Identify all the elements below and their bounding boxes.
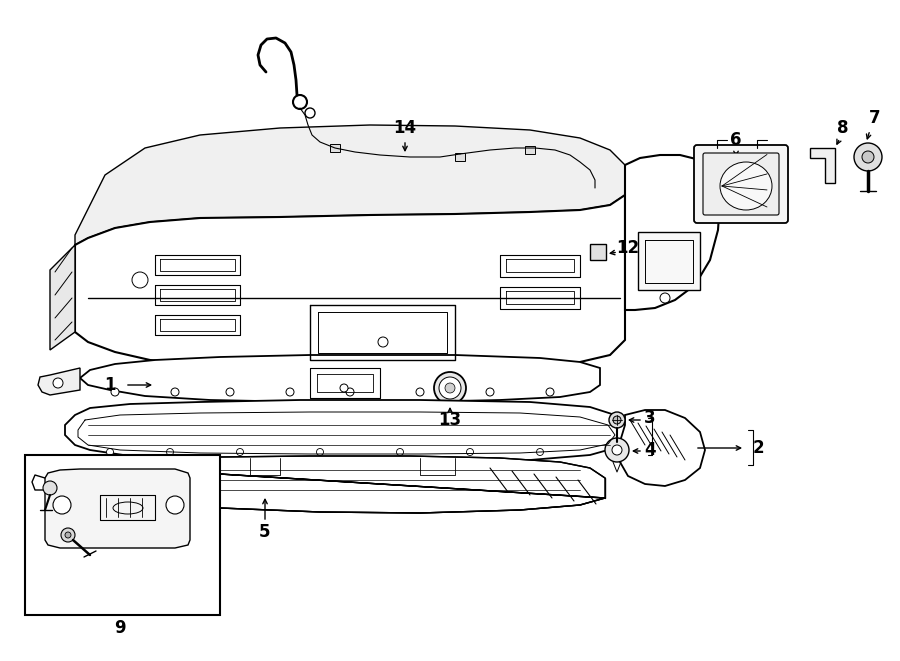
Circle shape xyxy=(106,449,113,455)
Circle shape xyxy=(111,388,119,396)
Circle shape xyxy=(439,377,461,399)
Bar xyxy=(525,146,535,154)
Text: 2: 2 xyxy=(752,439,764,457)
Text: 14: 14 xyxy=(393,119,417,137)
Text: 12: 12 xyxy=(616,239,640,257)
Circle shape xyxy=(65,532,71,538)
Text: 9: 9 xyxy=(114,619,126,637)
Circle shape xyxy=(854,143,882,171)
Polygon shape xyxy=(625,155,720,310)
Circle shape xyxy=(346,388,354,396)
Text: 8: 8 xyxy=(837,119,849,137)
Circle shape xyxy=(378,337,388,347)
Polygon shape xyxy=(80,355,600,402)
Text: 6: 6 xyxy=(730,131,742,149)
Bar xyxy=(25,455,220,615)
Circle shape xyxy=(416,388,424,396)
Circle shape xyxy=(171,388,179,396)
Circle shape xyxy=(53,378,63,388)
Circle shape xyxy=(43,481,57,495)
Polygon shape xyxy=(618,410,705,486)
Circle shape xyxy=(445,383,455,393)
Polygon shape xyxy=(75,125,625,245)
Text: 3: 3 xyxy=(644,409,656,427)
Circle shape xyxy=(613,416,621,424)
Bar xyxy=(590,244,606,260)
Text: 13: 13 xyxy=(438,411,462,429)
Circle shape xyxy=(605,438,629,462)
Bar xyxy=(455,153,465,161)
Circle shape xyxy=(609,412,625,428)
Text: 4: 4 xyxy=(644,441,656,459)
Polygon shape xyxy=(38,368,80,395)
Polygon shape xyxy=(638,232,700,290)
FancyBboxPatch shape xyxy=(703,153,779,215)
Polygon shape xyxy=(45,469,190,548)
FancyBboxPatch shape xyxy=(694,145,788,223)
Circle shape xyxy=(862,151,874,163)
Polygon shape xyxy=(65,400,625,462)
Ellipse shape xyxy=(720,162,772,210)
Circle shape xyxy=(53,496,71,514)
Circle shape xyxy=(397,449,403,455)
Circle shape xyxy=(132,272,148,288)
Circle shape xyxy=(317,449,323,455)
Text: 11: 11 xyxy=(33,559,57,577)
Circle shape xyxy=(486,388,494,396)
Circle shape xyxy=(226,388,234,396)
Circle shape xyxy=(434,372,466,404)
Circle shape xyxy=(546,388,554,396)
Polygon shape xyxy=(50,245,75,350)
Text: 1: 1 xyxy=(104,376,116,394)
Circle shape xyxy=(166,449,174,455)
Bar xyxy=(330,144,340,152)
Polygon shape xyxy=(68,456,605,513)
Circle shape xyxy=(286,388,294,396)
Circle shape xyxy=(237,449,244,455)
Circle shape xyxy=(612,445,622,455)
Circle shape xyxy=(166,496,184,514)
Circle shape xyxy=(466,449,473,455)
Text: 10: 10 xyxy=(94,559,116,577)
Text: 5: 5 xyxy=(259,523,271,541)
Polygon shape xyxy=(810,148,835,183)
Polygon shape xyxy=(75,195,625,368)
Circle shape xyxy=(340,384,348,392)
Text: 7: 7 xyxy=(869,109,881,127)
Circle shape xyxy=(61,528,75,542)
Circle shape xyxy=(660,293,670,303)
Circle shape xyxy=(536,449,544,455)
